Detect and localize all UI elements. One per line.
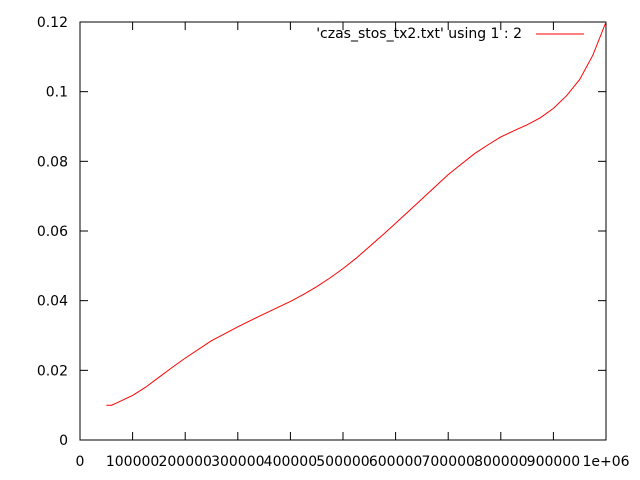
legend-label: 'czas_stos_tx2.txt' using 1 : 2 (316, 26, 522, 42)
x-tick-label: 900000 (527, 454, 580, 470)
x-tick-label: 200000 (158, 454, 211, 470)
y-tick-label: 0.1 (46, 85, 68, 101)
y-tick-label: 0.04 (37, 294, 68, 310)
y-tick-label: 0.02 (37, 363, 68, 379)
x-tick-label: 800000 (474, 454, 527, 470)
x-tick-label: 700000 (421, 454, 474, 470)
x-tick-label: 500000 (316, 454, 369, 470)
x-tick-label: 0 (76, 454, 85, 470)
y-tick-label: 0.12 (37, 15, 68, 31)
y-tick-label: 0.08 (37, 154, 68, 170)
x-axis: 0 100000 200000 300000 400000 500000 600000 700… (76, 22, 630, 470)
y-axis: 0 0.02 0.04 0.06 0.08 0.1 0.12 (37, 15, 606, 449)
series-line-0 (106, 21, 607, 406)
x-tick-label: 1e+06 (582, 454, 629, 470)
x-tick-label: 600000 (369, 454, 422, 470)
x-tick-label: 100000 (106, 454, 159, 470)
y-tick-label: 0.06 (37, 224, 68, 240)
series-layer (106, 21, 607, 406)
legend: 'czas_stos_tx2.txt' using 1 : 2 (316, 26, 584, 42)
x-tick-label: 300000 (211, 454, 264, 470)
x-tick-label: 400000 (264, 454, 317, 470)
y-tick-label: 0 (59, 433, 68, 449)
